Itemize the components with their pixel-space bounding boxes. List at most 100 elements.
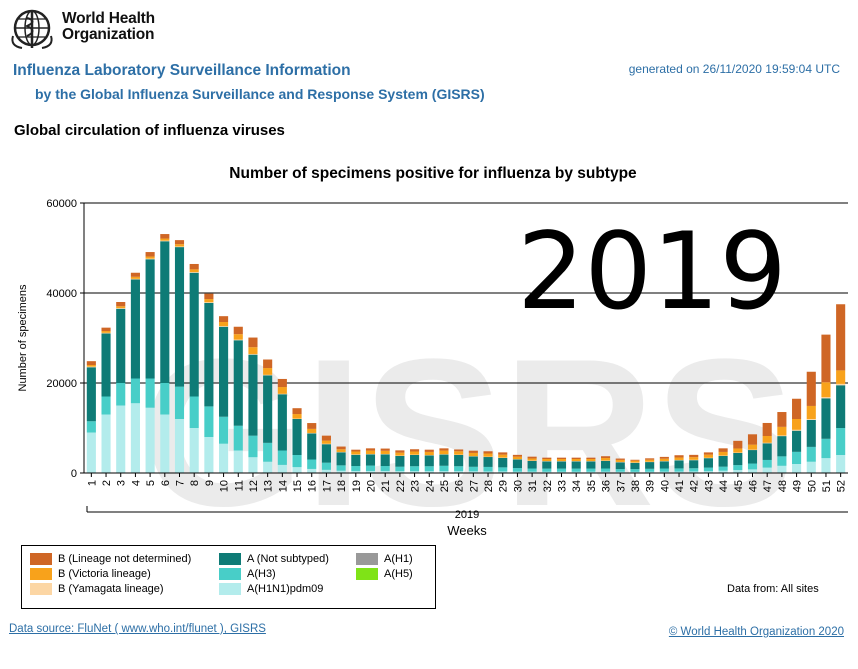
bar-segment [380, 448, 390, 451]
x-tick-label: 23 [410, 480, 422, 492]
bar-segment [483, 451, 493, 454]
x-tick-label: 52 [836, 480, 848, 492]
bar-segment [307, 428, 317, 433]
bar-segment [336, 449, 346, 452]
bar-segment [101, 332, 111, 334]
bar-segment [836, 385, 846, 428]
bar-segment [86, 367, 96, 422]
bar-segment [601, 468, 611, 472]
legend-label: A(H5) [384, 568, 413, 580]
data-from-note: Data from: All sites [727, 583, 819, 595]
bar-segment [263, 359, 273, 369]
bar-segment [806, 405, 816, 419]
bar-segment [248, 337, 258, 348]
bar-segment [204, 302, 214, 407]
bar-segment [233, 450, 243, 473]
chart-legend: B (Lineage not determined) B (Victoria li… [21, 545, 436, 609]
y-tick-label: 60000 [46, 198, 77, 210]
bar-segment [659, 471, 669, 473]
x-tick-label: 43 [703, 480, 715, 492]
bar-segment [527, 471, 537, 473]
bar-segment [571, 457, 581, 460]
bar-segment [277, 378, 287, 388]
bar-segment [792, 451, 802, 464]
bar-segment [307, 468, 317, 473]
copyright-link[interactable]: © World Health Organization 2020 [668, 626, 844, 638]
x-tick-label: 11 [233, 480, 245, 491]
x-tick-label: 37 [615, 480, 627, 492]
bar-segment [365, 470, 376, 473]
bar-segment [130, 276, 140, 279]
x-tick-label: 13 [263, 480, 275, 492]
legend-item: A(H3) [219, 568, 276, 580]
bar-segment [674, 460, 684, 469]
bar-segment [806, 446, 816, 462]
bar-segment [718, 470, 728, 473]
bar-segment [718, 448, 728, 452]
bar-segment [454, 451, 464, 455]
bar-segment [86, 432, 96, 473]
x-tick-label: 49 [792, 480, 804, 492]
bar-segment [410, 471, 420, 473]
who-emblem-icon [11, 9, 53, 49]
bar-segment [189, 428, 199, 473]
x-tick-label: 1 [86, 480, 98, 486]
bar-segment [439, 465, 449, 472]
bar-segment [248, 354, 258, 436]
bar-segment [365, 465, 376, 471]
bar-segment [674, 457, 684, 460]
bar-segment [733, 452, 743, 466]
bar-segment [116, 302, 126, 307]
bar-segment [454, 466, 464, 472]
bar-segment [777, 426, 787, 436]
bar-segment [498, 467, 508, 472]
bar-segment [821, 334, 831, 383]
x-tick-label: 38 [630, 480, 642, 492]
legend-label: A(H1N1)pdm09 [247, 583, 324, 595]
legend-swatch [219, 553, 241, 565]
bar-segment [542, 459, 552, 462]
bar-segment [365, 448, 376, 451]
bar-segment [116, 405, 126, 473]
bar-segment [806, 461, 816, 473]
bar-segment [777, 456, 787, 466]
bar-segment [483, 471, 493, 473]
x-tick-label: 17 [321, 480, 333, 492]
bar-segment [747, 450, 758, 464]
legend-label: A (Not subtyped) [247, 553, 329, 565]
x-tick-label: 50 [806, 480, 818, 492]
who-name-line2: Organization [62, 26, 155, 43]
bar-segment [424, 451, 434, 456]
bar-segment [395, 455, 405, 467]
bar-segment [527, 456, 537, 459]
bar-segment [601, 456, 611, 459]
generated-timestamp: generated on 26/11/2020 19:59:04 UTC [628, 62, 840, 76]
bar-segment [116, 308, 126, 383]
bar-segment [439, 448, 449, 451]
legend-label: A(H1) [384, 553, 413, 565]
bar-segment [733, 440, 743, 449]
bar-segment [248, 435, 258, 458]
bar-segment [189, 272, 199, 397]
bar-segment [174, 244, 185, 247]
data-source-link[interactable]: Data source: FluNet ( www.who.int/flunet… [9, 623, 266, 635]
bar-segment [615, 462, 625, 470]
bar-segment [542, 461, 552, 469]
bar-segment [263, 461, 273, 473]
legend-item: A (Not subtyped) [219, 553, 329, 565]
x-tick-label: 31 [527, 480, 539, 492]
bar-segment [145, 256, 155, 259]
bar-segment [204, 406, 214, 437]
bar-segment [601, 460, 611, 469]
x-axis-year: 2019 [455, 509, 479, 521]
bar-segment [601, 458, 611, 461]
bar-segment [116, 308, 126, 309]
who-name: World Health Organization [62, 11, 155, 43]
bar-segment [292, 408, 302, 415]
legend-swatch [30, 553, 52, 565]
section-title: Global circulation of influenza viruses [14, 122, 285, 139]
x-tick-label: 16 [307, 480, 319, 492]
bar-segment [86, 361, 96, 365]
bar-segment [174, 247, 185, 387]
